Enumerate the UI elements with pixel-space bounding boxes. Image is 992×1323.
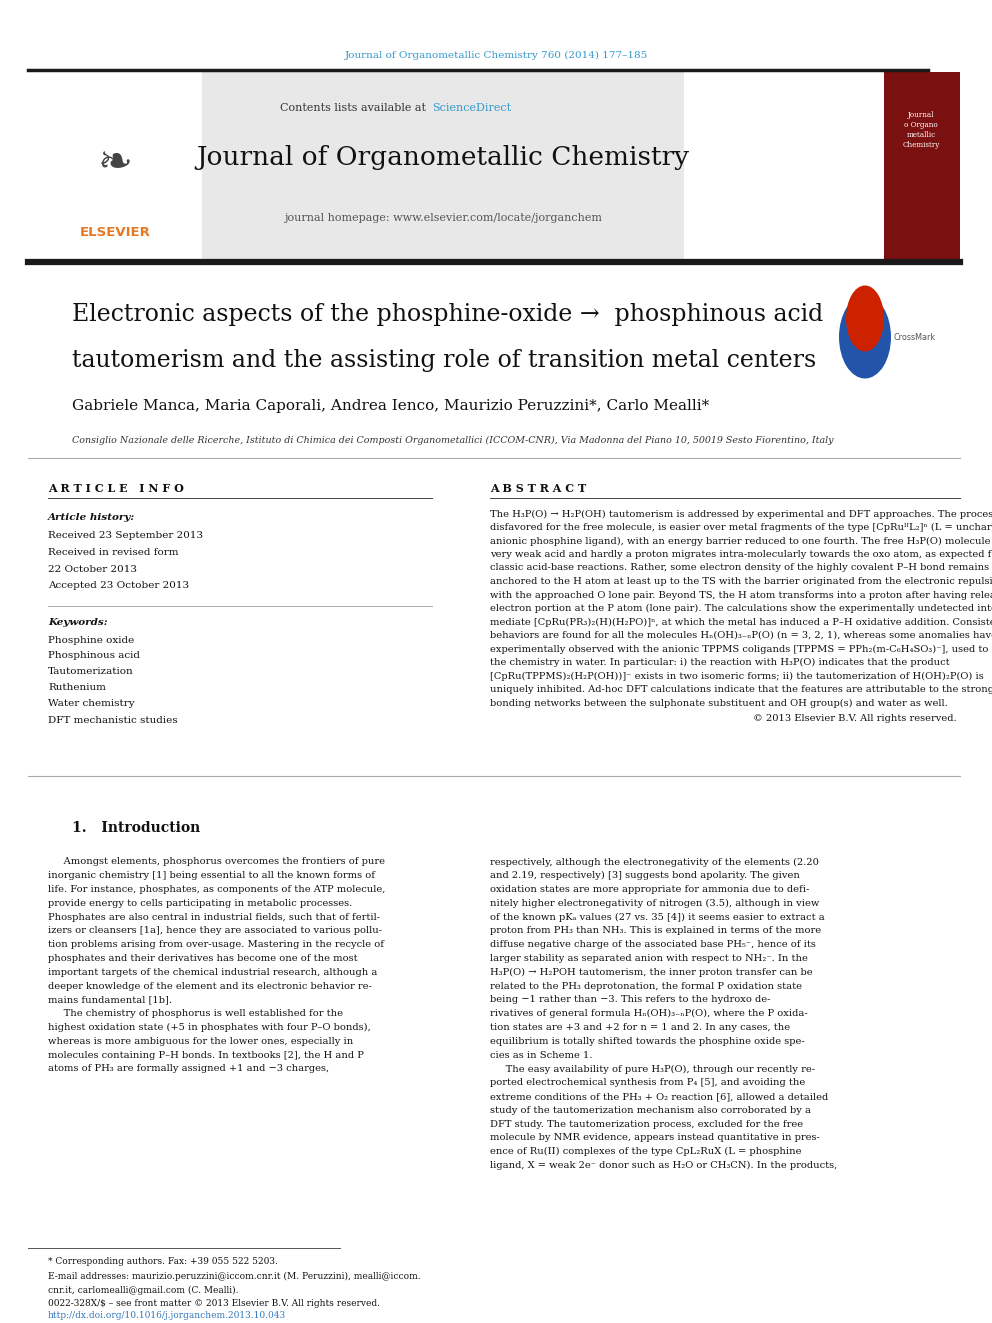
Text: ligand, X = weak 2e⁻ donor such as H₂O or CH₃CN). In the products,: ligand, X = weak 2e⁻ donor such as H₂O o… xyxy=(490,1162,837,1170)
Text: highest oxidation state (+5 in phosphates with four P–O bonds),: highest oxidation state (+5 in phosphate… xyxy=(48,1023,371,1032)
Text: tautomerism and the assisting role of transition metal centers: tautomerism and the assisting role of tr… xyxy=(72,348,816,372)
Text: experimentally observed with the anionic TPPMS coligands [TPPMS = PPh₂(m-C₆H₄SO₃: experimentally observed with the anionic… xyxy=(490,644,992,654)
Text: bonding networks between the sulphonate substituent and OH group(s) and water as: bonding networks between the sulphonate … xyxy=(490,699,947,708)
Text: life. For instance, phosphates, as components of the ATP molecule,: life. For instance, phosphates, as compo… xyxy=(48,885,385,894)
Text: tion states are +3 and +2 for n = 1 and 2. In any cases, the: tion states are +3 and +2 for n = 1 and … xyxy=(490,1023,790,1032)
Text: atoms of PH₃ are formally assigned +1 and −3 charges,: atoms of PH₃ are formally assigned +1 an… xyxy=(48,1065,329,1073)
Text: and 2.19, respectively) [3] suggests bond apolarity. The given: and 2.19, respectively) [3] suggests bon… xyxy=(490,872,800,880)
Text: Article history:: Article history: xyxy=(48,513,135,523)
Text: CrossMark: CrossMark xyxy=(893,332,935,341)
Text: H₃P(O) → H₂POH tautomerism, the inner proton transfer can be: H₃P(O) → H₂POH tautomerism, the inner pr… xyxy=(490,968,812,976)
Text: The H₃P(O) → H₂P(OH) tautomerism is addressed by experimental and DFT approaches: The H₃P(O) → H₂P(OH) tautomerism is addr… xyxy=(490,509,992,519)
Text: Contents lists available at: Contents lists available at xyxy=(281,103,430,112)
Text: ported electrochemical synthesis from P₄ [5], and avoiding the: ported electrochemical synthesis from P₄… xyxy=(490,1078,806,1088)
Text: Journal
o Organo
metallic
Chemistry: Journal o Organo metallic Chemistry xyxy=(903,111,939,149)
Text: electron portion at the P atom (lone pair). The calculations show the experiment: electron portion at the P atom (lone pai… xyxy=(490,603,992,613)
Text: very weak acid and hardly a proton migrates intra-molecularly towards the oxo at: very weak acid and hardly a proton migra… xyxy=(490,550,992,560)
Text: respectively, although the electronegativity of the elements (2.20: respectively, although the electronegati… xyxy=(490,857,818,867)
Text: nitely higher electronegativity of nitrogen (3.5), although in view: nitely higher electronegativity of nitro… xyxy=(490,898,819,908)
Text: cies as in Scheme 1.: cies as in Scheme 1. xyxy=(490,1050,592,1060)
Text: proton from PH₃ than NH₃. This is explained in terms of the more: proton from PH₃ than NH₃. This is explai… xyxy=(490,926,821,935)
Text: http://dx.doi.org/10.1016/j.jorganchem.2013.10.043: http://dx.doi.org/10.1016/j.jorganchem.2… xyxy=(48,1311,286,1320)
Text: Accepted 23 October 2013: Accepted 23 October 2013 xyxy=(48,581,189,590)
Text: Received 23 September 2013: Received 23 September 2013 xyxy=(48,532,203,541)
Text: Consiglio Nazionale delle Ricerche, Istituto di Chimica dei Composti Organometal: Consiglio Nazionale delle Ricerche, Isti… xyxy=(72,435,833,445)
Text: tion problems arising from over-usage. Mastering in the recycle of: tion problems arising from over-usage. M… xyxy=(48,941,384,950)
Ellipse shape xyxy=(839,295,891,378)
Text: Keywords:: Keywords: xyxy=(48,618,107,627)
Text: equilibrium is totally shifted towards the phosphine oxide spe-: equilibrium is totally shifted towards t… xyxy=(490,1037,805,1046)
Text: Ruthenium: Ruthenium xyxy=(48,684,106,692)
Text: rivatives of general formula Hₙ(OH)₃₋ₙP(O), where the P oxida-: rivatives of general formula Hₙ(OH)₃₋ₙP(… xyxy=(490,1009,807,1019)
Text: extreme conditions of the PH₃ + O₂ reaction [6], allowed a detailed: extreme conditions of the PH₃ + O₂ react… xyxy=(490,1091,828,1101)
Text: 22 October 2013: 22 October 2013 xyxy=(48,565,137,573)
Text: Water chemistry: Water chemistry xyxy=(48,700,135,709)
Text: larger stability as separated anion with respect to NH₂⁻. In the: larger stability as separated anion with… xyxy=(490,954,807,963)
Text: the chemistry in water. In particular: i) the reaction with H₃P(O) indicates tha: the chemistry in water. In particular: i… xyxy=(490,658,949,667)
Text: DFT study. The tautomerization process, excluded for the free: DFT study. The tautomerization process, … xyxy=(490,1119,804,1129)
Text: classic acid-base reactions. Rather, some electron density of the highly covalen: classic acid-base reactions. Rather, som… xyxy=(490,564,989,573)
Text: Phosphine oxide: Phosphine oxide xyxy=(48,635,134,644)
Text: Phosphinous acid: Phosphinous acid xyxy=(48,651,140,660)
FancyBboxPatch shape xyxy=(28,71,202,261)
Text: disfavored for the free molecule, is easier over metal fragments of the type [Cp: disfavored for the free molecule, is eas… xyxy=(490,523,992,532)
Text: ence of Ru(II) complexes of the type CpL₂RuX (L = phosphine: ence of Ru(II) complexes of the type CpL… xyxy=(490,1147,802,1156)
FancyBboxPatch shape xyxy=(202,71,684,261)
Text: diffuse negative charge of the associated base PH₅⁻, hence of its: diffuse negative charge of the associate… xyxy=(490,941,815,950)
Text: journal homepage: www.elsevier.com/locate/jorganchem: journal homepage: www.elsevier.com/locat… xyxy=(284,213,602,224)
Text: Journal of Organometallic Chemistry: Journal of Organometallic Chemistry xyxy=(196,146,689,171)
Text: DFT mechanistic studies: DFT mechanistic studies xyxy=(48,716,178,725)
Text: [CpRu(TPPMS)₂(H₂P(OH))]⁻ exists in two isomeric forms; ii) the tautomerization o: [CpRu(TPPMS)₂(H₂P(OH))]⁻ exists in two i… xyxy=(490,672,984,680)
Text: inorganic chemistry [1] being essential to all the known forms of: inorganic chemistry [1] being essential … xyxy=(48,872,375,880)
Text: of the known pKₐ values (27 vs. 35 [4]) it seems easier to extract a: of the known pKₐ values (27 vs. 35 [4]) … xyxy=(490,913,824,922)
Text: oxidation states are more appropriate for ammonia due to defi-: oxidation states are more appropriate fo… xyxy=(490,885,809,894)
Text: Electronic aspects of the phosphine-oxide →  phosphinous acid: Electronic aspects of the phosphine-oxid… xyxy=(72,303,823,327)
Text: A B S T R A C T: A B S T R A C T xyxy=(490,483,586,493)
Text: anionic phosphine ligand), with an energy barrier reduced to one fourth. The fre: anionic phosphine ligand), with an energ… xyxy=(490,536,992,545)
Text: E-mail addresses: maurizio.peruzzini@iccom.cnr.it (M. Peruzzini), mealli@iccom.: E-mail addresses: maurizio.peruzzini@icc… xyxy=(48,1271,421,1281)
Text: A R T I C L E   I N F O: A R T I C L E I N F O xyxy=(48,483,184,493)
Text: Tautomerization: Tautomerization xyxy=(48,668,134,676)
Text: study of the tautomerization mechanism also corroborated by a: study of the tautomerization mechanism a… xyxy=(490,1106,811,1115)
Text: related to the PH₃ deprotonation, the formal P oxidation state: related to the PH₃ deprotonation, the fo… xyxy=(490,982,802,991)
Text: important targets of the chemical industrial research, although a: important targets of the chemical indust… xyxy=(48,968,377,976)
Text: molecules containing P–H bonds. In textbooks [2], the H and P: molecules containing P–H bonds. In textb… xyxy=(48,1050,364,1060)
Ellipse shape xyxy=(846,286,884,352)
Text: Phosphates are also central in industrial fields, such that of fertil-: Phosphates are also central in industria… xyxy=(48,913,380,922)
Text: phosphates and their derivatives has become one of the most: phosphates and their derivatives has bec… xyxy=(48,954,358,963)
FancyBboxPatch shape xyxy=(884,71,960,261)
Text: deeper knowledge of the element and its electronic behavior re-: deeper knowledge of the element and its … xyxy=(48,982,372,991)
Text: ScienceDirect: ScienceDirect xyxy=(432,103,511,112)
Text: uniquely inhibited. Ad-hoc DFT calculations indicate that the features are attri: uniquely inhibited. Ad-hoc DFT calculati… xyxy=(490,685,992,695)
Text: 1.   Introduction: 1. Introduction xyxy=(72,822,200,835)
Text: Gabriele Manca, Maria Caporali, Andrea Ienco, Maurizio Peruzzini*, Carlo Mealli*: Gabriele Manca, Maria Caporali, Andrea I… xyxy=(72,400,709,413)
Text: mediate [CpRu(PR₃)₂(H)(H₂PO)]ⁿ, at which the metal has induced a P–H oxidative a: mediate [CpRu(PR₃)₂(H)(H₂PO)]ⁿ, at which… xyxy=(490,618,992,627)
Text: Amongst elements, phosphorus overcomes the frontiers of pure: Amongst elements, phosphorus overcomes t… xyxy=(48,857,385,867)
Text: being −1 rather than −3. This refers to the hydroxo de-: being −1 rather than −3. This refers to … xyxy=(490,995,771,1004)
Text: Journal of Organometallic Chemistry 760 (2014) 177–185: Journal of Organometallic Chemistry 760 … xyxy=(344,50,648,60)
Text: Received in revised form: Received in revised form xyxy=(48,549,179,557)
Text: 0022-328X/$ – see front matter © 2013 Elsevier B.V. All rights reserved.: 0022-328X/$ – see front matter © 2013 El… xyxy=(48,1299,380,1308)
Text: mains fundamental [1b].: mains fundamental [1b]. xyxy=(48,995,172,1004)
Text: anchored to the H atom at least up to the TS with the barrier originated from th: anchored to the H atom at least up to th… xyxy=(490,577,992,586)
Text: * Corresponding authors. Fax: +39 055 522 5203.: * Corresponding authors. Fax: +39 055 52… xyxy=(48,1257,278,1266)
Text: whereas is more ambiguous for the lower ones, especially in: whereas is more ambiguous for the lower … xyxy=(48,1037,353,1046)
Text: ❧: ❧ xyxy=(97,142,133,184)
Text: The chemistry of phosphorus is well established for the: The chemistry of phosphorus is well esta… xyxy=(48,1009,343,1019)
Text: provide energy to cells participating in metabolic processes.: provide energy to cells participating in… xyxy=(48,898,352,908)
Text: molecule by NMR evidence, appears instead quantitative in pres-: molecule by NMR evidence, appears instea… xyxy=(490,1134,819,1143)
Text: © 2013 Elsevier B.V. All rights reserved.: © 2013 Elsevier B.V. All rights reserved… xyxy=(753,714,957,722)
Text: behaviors are found for all the molecules Hₙ(OH)₃₋ₙP(O) (n = 3, 2, 1), whereas s: behaviors are found for all the molecule… xyxy=(490,631,992,640)
Text: with the approached O lone pair. Beyond TS, the H atom transforms into a proton : with the approached O lone pair. Beyond … xyxy=(490,590,992,599)
Text: The easy availability of pure H₃P(O), through our recently re-: The easy availability of pure H₃P(O), th… xyxy=(490,1065,815,1073)
Text: cnr.it, carlomealli@gmail.com (C. Mealli).: cnr.it, carlomealli@gmail.com (C. Mealli… xyxy=(48,1286,238,1295)
Text: ELSEVIER: ELSEVIER xyxy=(79,225,151,238)
Text: izers or cleansers [1a], hence they are associated to various pollu-: izers or cleansers [1a], hence they are … xyxy=(48,926,382,935)
